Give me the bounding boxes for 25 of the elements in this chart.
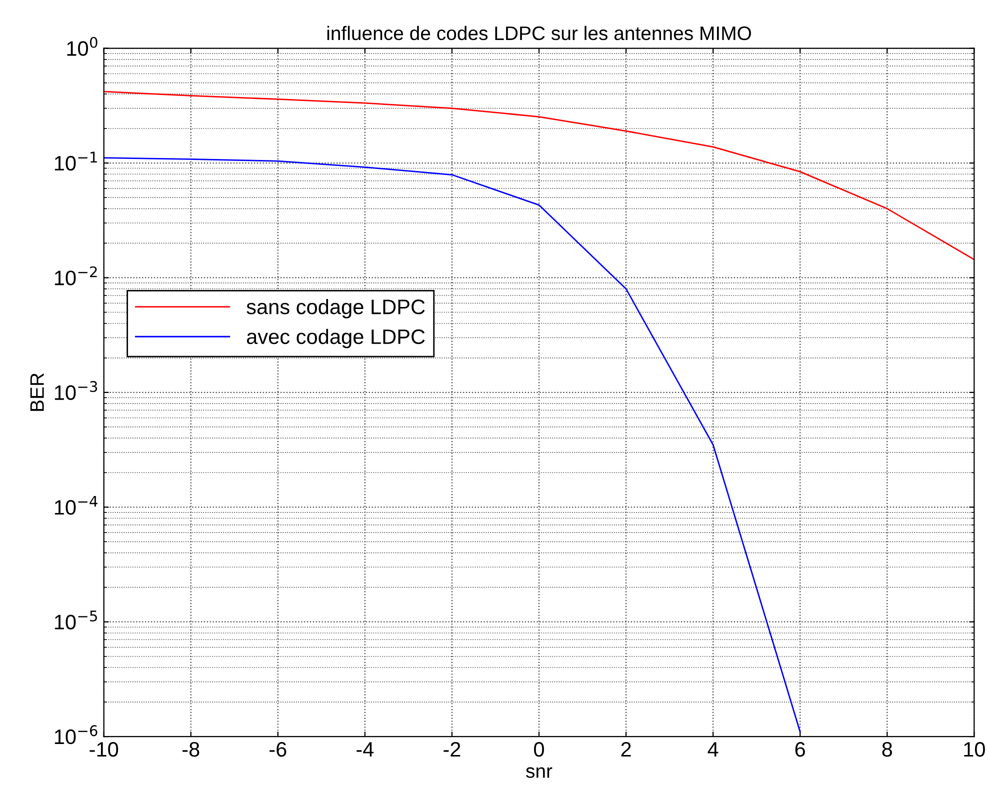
x-axis-title: snr [526, 767, 552, 778]
x-tick-label: -8 [182, 742, 200, 757]
y-tick-label: 10$^{−2}$ [54, 266, 97, 286]
y-tick-label: 10$^{−4}$ [54, 496, 98, 515]
chart-title: influence de codes LDPC sur les antennes MIMO [327, 26, 752, 40]
line-series [104, 90, 974, 260]
x-tick-label: 0 [534, 742, 544, 757]
line-series [104, 157, 801, 733]
x-tick-label: 6 [795, 742, 805, 757]
y-tick-label: 10$^{0}$ [67, 36, 98, 56]
y-axis-title: BER [30, 373, 44, 411]
x-tick-label: -6 [270, 742, 286, 757]
legend-label: sans codage LDPC [246, 298, 425, 318]
x-tick-label: 10 [964, 742, 985, 757]
x-tick-label: -2 [444, 742, 460, 757]
x-tick-label: -4 [356, 742, 374, 757]
x-tick-label: 8 [882, 742, 892, 757]
y-tick-label: 10$^{−1}$ [54, 152, 97, 171]
x-tick-label: 2 [621, 742, 631, 757]
y-tick-label: 10$^{−3}$ [54, 381, 98, 400]
y-tick-label: 10$^{−6}$ [54, 725, 98, 744]
legend-label: avec codage LDPC [246, 328, 425, 348]
y-tick-label: 10$^{−5}$ [54, 610, 97, 630]
x-tick-label: 4 [708, 742, 718, 757]
x-tick-label: -10 [90, 742, 118, 757]
